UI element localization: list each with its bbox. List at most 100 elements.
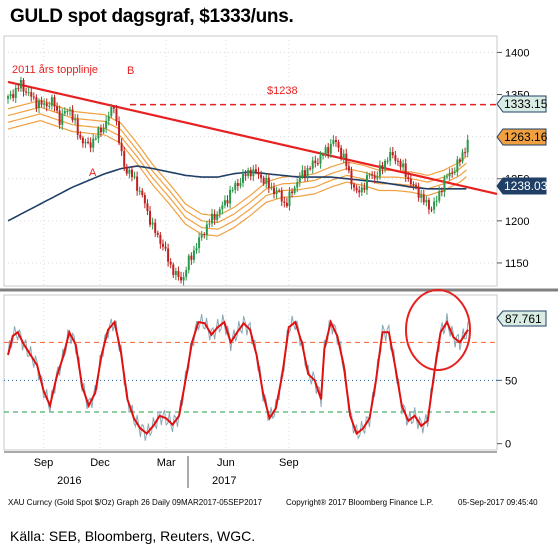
candle-body xyxy=(99,128,102,133)
candle-body xyxy=(105,120,108,129)
price-panel-frame xyxy=(3,35,498,287)
candle-body xyxy=(56,106,59,111)
candle-body xyxy=(19,79,22,89)
oscillator-lines xyxy=(7,313,469,441)
candle-body xyxy=(355,187,358,191)
candle-body xyxy=(133,176,136,178)
candle-body xyxy=(128,169,131,174)
candle-body xyxy=(425,199,428,203)
candle-body xyxy=(92,138,95,148)
candle-body xyxy=(456,159,459,172)
oscillator-highlight-circle xyxy=(405,289,471,371)
candle-body xyxy=(257,172,260,175)
month-label: Sep xyxy=(279,457,299,469)
candle-body xyxy=(329,143,332,154)
candle-body xyxy=(12,94,15,98)
bloomberg-source-left: XAU Curncy (Gold Spot $/Oz) Graph 26 Dai… xyxy=(8,498,262,507)
candle-body xyxy=(291,191,294,194)
candle-body xyxy=(407,176,410,179)
candle-body xyxy=(342,153,345,159)
candle-body xyxy=(394,155,397,161)
candle-body xyxy=(200,234,203,238)
oscillator-panel-frame xyxy=(3,294,498,451)
candle-body xyxy=(409,178,412,185)
candle-body xyxy=(22,79,25,92)
candle-body xyxy=(239,183,242,186)
candle-body xyxy=(198,237,201,249)
candle-body xyxy=(89,142,92,148)
candle-body xyxy=(451,172,454,174)
candle-body xyxy=(314,160,317,164)
candle-body xyxy=(141,190,144,196)
candle-body xyxy=(151,222,154,225)
candle-body xyxy=(322,155,325,157)
candle-body xyxy=(280,190,283,202)
candle-body xyxy=(53,97,56,107)
candle-body xyxy=(7,96,9,99)
candle-body xyxy=(43,103,46,105)
candle-body xyxy=(415,184,418,187)
candle-body xyxy=(79,134,82,138)
candle-body xyxy=(260,174,263,178)
candle-body xyxy=(112,107,115,109)
candle-body xyxy=(187,255,190,271)
candle-body xyxy=(254,169,257,173)
candle-body xyxy=(311,160,314,169)
candle-body xyxy=(32,96,35,98)
candle-body xyxy=(218,209,221,215)
candle-body xyxy=(136,176,139,191)
candle-body xyxy=(332,140,335,144)
candle-body xyxy=(9,94,12,97)
candle-body xyxy=(360,187,363,193)
candle-body xyxy=(438,191,441,201)
year-label: 2017 xyxy=(212,475,236,487)
candle-body xyxy=(381,165,384,170)
candle-body xyxy=(221,205,224,210)
oscillator-value-tag: 87.761 xyxy=(496,310,547,327)
candle-body xyxy=(371,174,374,176)
candle-body xyxy=(389,152,392,161)
candle-body xyxy=(37,100,40,109)
candle-body xyxy=(298,177,301,183)
candle-body xyxy=(25,91,28,93)
candle-body xyxy=(120,143,123,152)
candle-body xyxy=(242,174,245,184)
candle-body xyxy=(244,174,247,176)
candle-body xyxy=(45,103,48,107)
candle-body xyxy=(48,105,51,107)
candle-body xyxy=(35,97,38,109)
candle-body xyxy=(440,191,443,193)
candle-body xyxy=(226,200,229,204)
candle-body xyxy=(270,187,273,189)
candle-body xyxy=(368,174,371,176)
month-label: Jun xyxy=(217,457,235,469)
price-tag xyxy=(496,128,547,146)
candle-body xyxy=(164,246,167,249)
candle-body xyxy=(81,137,84,144)
chart-title: GULD spot dagsgraf, $1333/uns. xyxy=(10,6,294,27)
candle-body xyxy=(396,160,399,162)
candle-body xyxy=(365,175,368,190)
candle-body xyxy=(391,152,394,156)
candle-body xyxy=(303,170,306,177)
candle-body xyxy=(378,165,381,177)
price-tick-label: 1150 xyxy=(505,258,529,270)
candle-body xyxy=(107,116,110,121)
candle-body xyxy=(74,119,77,121)
candle-body xyxy=(14,87,17,98)
candle-body xyxy=(316,163,319,165)
source-footer: Källa: SEB, Bloomberg, Reuters, WGC. xyxy=(10,528,256,544)
candle-body xyxy=(443,177,446,193)
candle-body xyxy=(399,160,402,168)
candle-body xyxy=(309,168,312,170)
candle-body xyxy=(231,189,234,191)
candle-body xyxy=(87,141,90,143)
candle-body xyxy=(138,190,141,192)
candle-body xyxy=(466,139,469,153)
candle-body xyxy=(417,186,420,198)
candle-body xyxy=(68,109,71,111)
price-candles xyxy=(7,76,469,286)
oscillator-slow-line xyxy=(7,319,469,436)
candle-body xyxy=(61,113,64,125)
